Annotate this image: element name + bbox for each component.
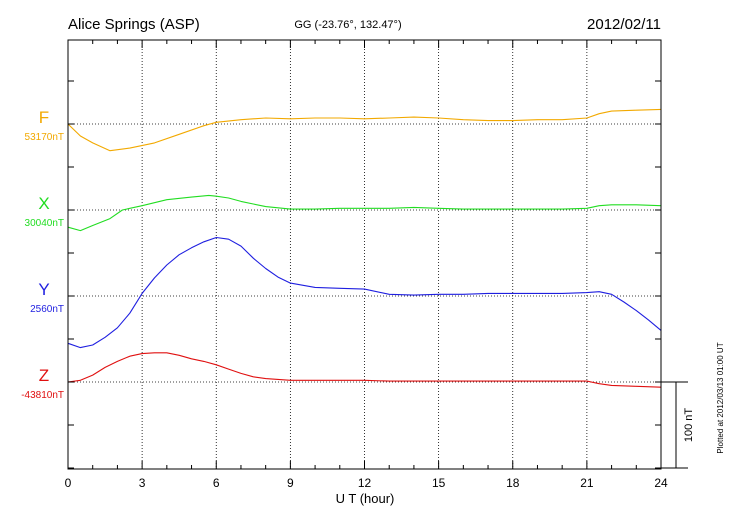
scale-bar: 100 nT: [661, 381, 695, 469]
series-baseline-f: 53170nT: [25, 132, 64, 143]
x-tick-label: 18: [506, 476, 520, 490]
chart-subtitle: GG (-23.76°, 132.47°): [294, 19, 401, 31]
x-tick-label: 21: [580, 476, 594, 490]
series-line-x: [67, 194, 662, 232]
series-name-f: F: [39, 108, 49, 127]
series-labels: F 53170nT X 30040nT Y 2560nT Z -43810nT: [21, 108, 64, 401]
series-lines: [67, 108, 662, 388]
scale-bar-label: 100 nT: [683, 408, 695, 443]
x-tick-label: 24: [654, 476, 668, 490]
series-name-z: Z: [39, 366, 49, 385]
x-axis-label: U T (hour): [336, 491, 395, 506]
chart-date: 2012/02/11: [587, 16, 661, 33]
x-tick-label: 6: [213, 476, 220, 490]
x-tick-label: 3: [139, 476, 146, 490]
series-baseline-y: 2560nT: [30, 304, 64, 315]
grid: [68, 40, 661, 469]
series-line-y: [67, 236, 662, 349]
series-name-y: Y: [38, 280, 49, 299]
plot-footnote: Plotted at 2012/03/13 01:00 UT: [716, 342, 725, 453]
x-tick-label: 12: [358, 476, 372, 490]
x-tick-label: 15: [432, 476, 446, 490]
series-line-f: [67, 108, 662, 152]
plot-frame: [67, 39, 662, 470]
x-tick-labels: 0 3 6 9 12 15 18 21 24: [65, 476, 668, 490]
x-tick-label: 9: [287, 476, 294, 490]
axis-ticks: [67, 40, 662, 469]
series-baseline-z: -43810nT: [21, 390, 64, 401]
series-line-z: [67, 352, 662, 388]
series-name-x: X: [38, 194, 49, 213]
x-tick-label: 0: [65, 476, 72, 490]
chart-title: Alice Springs (ASP): [68, 16, 200, 33]
series-baseline-x: 30040nT: [25, 218, 64, 229]
